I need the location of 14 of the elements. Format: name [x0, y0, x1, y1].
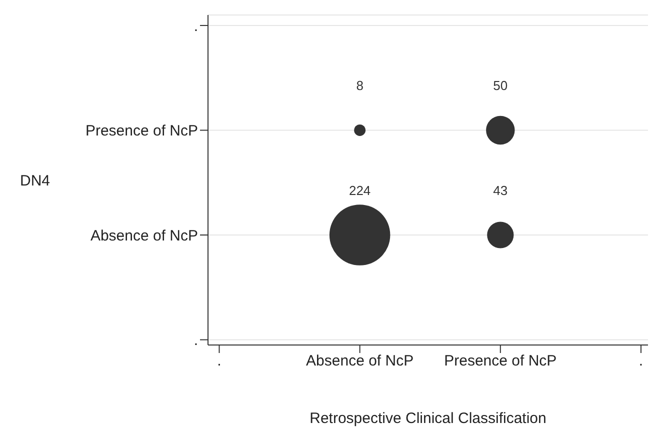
y-tick-label: Presence of NcP [85, 122, 198, 140]
y-axis-title: DN4 [20, 172, 50, 190]
x-tick-label: Presence of NcP [444, 352, 557, 370]
data-label: 43 [493, 183, 508, 198]
x-tick-label: Absence of NcP [306, 352, 414, 370]
y-tick-label: . [194, 18, 198, 35]
x-tick-label: . [217, 352, 222, 370]
x-tick-label: . [638, 352, 644, 370]
data-label: 50 [493, 78, 508, 94]
y-tick-label: . [194, 332, 198, 350]
y-tick-label: Absence of NcP [90, 227, 198, 244]
x-axis-title: Retrospective Clinical Classification [310, 410, 546, 427]
data-label: 8 [356, 78, 364, 94]
data-label: 224 [348, 183, 371, 198]
